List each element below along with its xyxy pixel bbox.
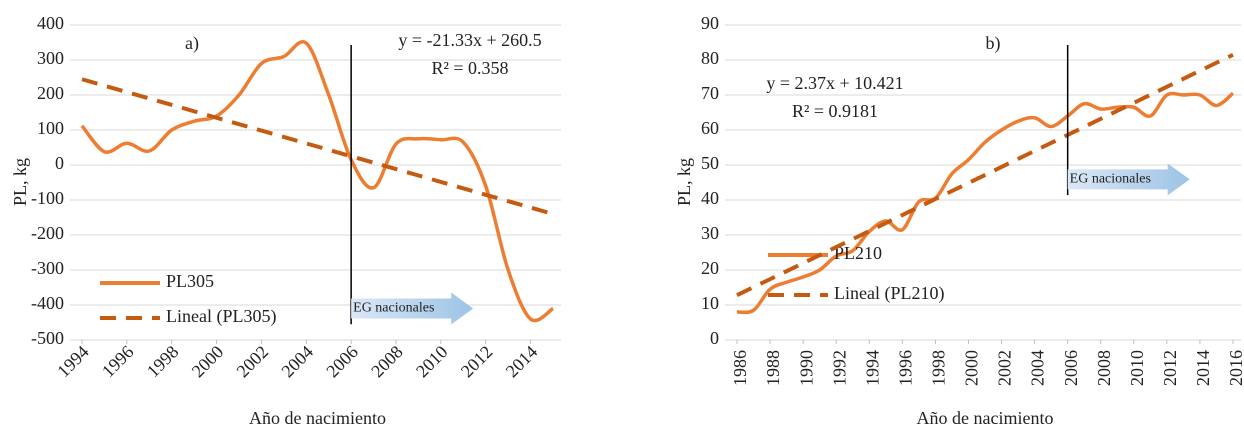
equation: y = -21.33x + 260.5 [398, 30, 541, 50]
x-tick-label: 2008 [367, 342, 407, 382]
legend-label: Lineal (PL305) [166, 306, 276, 327]
arrow-label: EG nacionales [353, 301, 434, 316]
x-tick-label: 2014 [502, 342, 542, 382]
x-tick-label: 2006 [1061, 350, 1081, 386]
x-tick-label: 1990 [796, 350, 816, 386]
legend-label: PL305 [166, 271, 214, 291]
y-tick-label: 0 [55, 153, 64, 173]
x-axis-label: Año de nacimiento [917, 408, 1054, 428]
x-tick-label: 2002 [995, 350, 1015, 386]
legend-label: Lineal (PL210) [834, 283, 944, 304]
x-tick-label: 2000 [188, 342, 228, 382]
x-tick-label: 2006 [322, 342, 362, 382]
x-tick-label: 1988 [763, 350, 783, 386]
y-tick-label: -100 [31, 188, 64, 208]
series-line [736, 91, 1235, 315]
x-tick-label: 1996 [98, 342, 138, 382]
y-tick-label: 80 [701, 48, 719, 68]
panel-label: b) [986, 33, 1001, 54]
y-tick-label: 50 [701, 153, 719, 173]
arrow [351, 292, 474, 325]
y-tick-label: 0 [710, 328, 719, 348]
x-tick-label: 2000 [962, 350, 982, 386]
x-tick-label: 2012 [1160, 350, 1180, 386]
x-tick-label: 2008 [1094, 350, 1114, 386]
x-tick-label: 2004 [277, 342, 317, 382]
series-line [80, 40, 554, 323]
x-tick-label: 2016 [1226, 350, 1244, 386]
y-tick-label: 100 [37, 118, 64, 138]
x-tick-label: 2012 [457, 342, 497, 382]
y-tick-label: -500 [31, 328, 64, 348]
series-line [81, 77, 554, 216]
arrow-label: EG nacionales [1070, 172, 1151, 187]
x-tick-label: 2002 [233, 342, 273, 382]
y-tick-label: 20 [701, 258, 719, 278]
arrow [1067, 163, 1190, 196]
x-tick-label: 1992 [829, 350, 849, 386]
x-tick-label: 1998 [929, 350, 949, 386]
y-tick-label: 30 [701, 223, 719, 243]
equation: R² = 0.9181 [792, 101, 878, 121]
x-tick-label: 1996 [895, 350, 915, 386]
x-tick-label: 1994 [862, 350, 882, 386]
y-tick-label: 400 [37, 13, 64, 33]
legend-label: PL210 [834, 243, 882, 263]
series-line [736, 52, 1234, 297]
y-tick-label: -200 [31, 223, 64, 243]
x-tick-label: 2014 [1193, 350, 1213, 386]
y-tick-label: 300 [37, 48, 64, 68]
x-axis-label: Año de nacimiento [249, 408, 386, 428]
x-tick-label: 2010 [1127, 350, 1147, 386]
y-axis-label: PL, kg [674, 158, 694, 206]
chart: 0 10 20 30 40 50 60 70 80 90 1986 1988 1990 1992 1994 1… [674, 13, 1244, 428]
y-tick-label: 200 [37, 83, 64, 103]
x-tick-label: 1998 [143, 342, 183, 382]
y-tick-label: -400 [31, 293, 64, 313]
y-tick-label: -300 [31, 258, 64, 278]
y-tick-label: 40 [701, 188, 719, 208]
y-tick-label: 90 [701, 13, 719, 33]
y-tick-label: 70 [701, 83, 719, 103]
y-axis-label: PL, kg [10, 158, 30, 206]
y-tick-label: 60 [701, 118, 719, 138]
x-tick-label: 2004 [1028, 350, 1048, 386]
x-tick-label: 2010 [412, 342, 452, 382]
equation: R² = 0.358 [431, 58, 508, 78]
equation: y = 2.37x + 10.421 [766, 73, 903, 93]
y-tick-label: 10 [701, 293, 719, 313]
panel-label: a) [185, 33, 199, 54]
x-tick-label: 1986 [730, 350, 750, 386]
